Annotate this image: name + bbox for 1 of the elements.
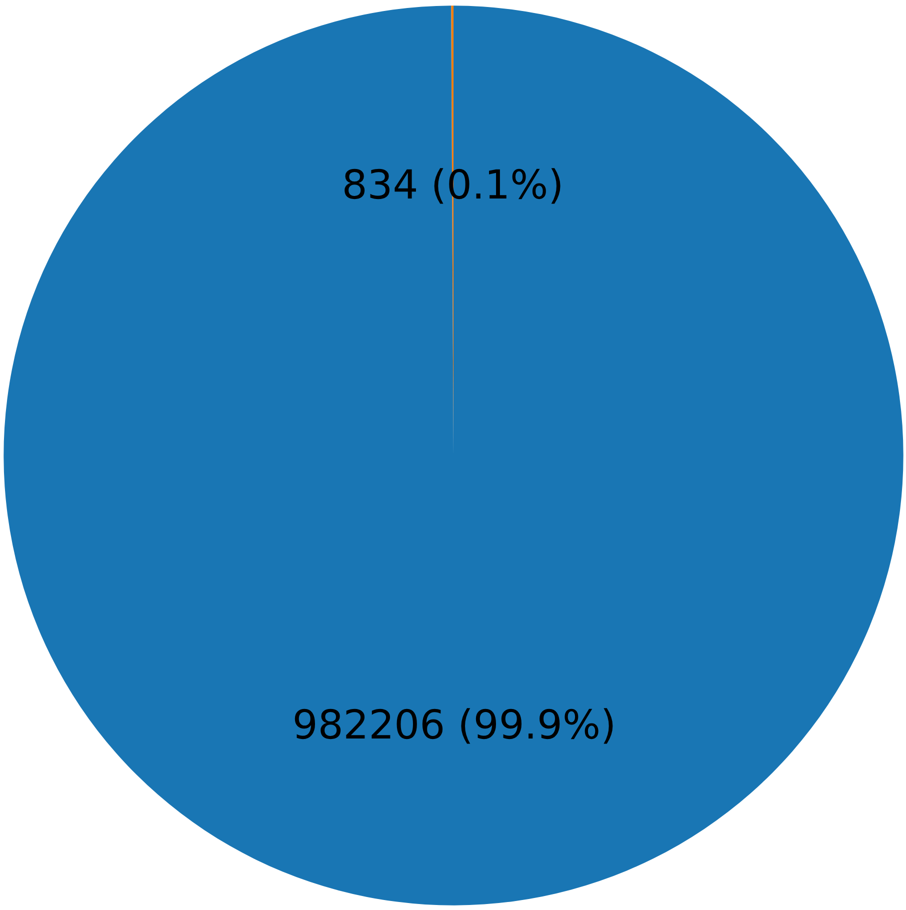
data-label: 982206 (99.9%) <box>292 702 616 748</box>
